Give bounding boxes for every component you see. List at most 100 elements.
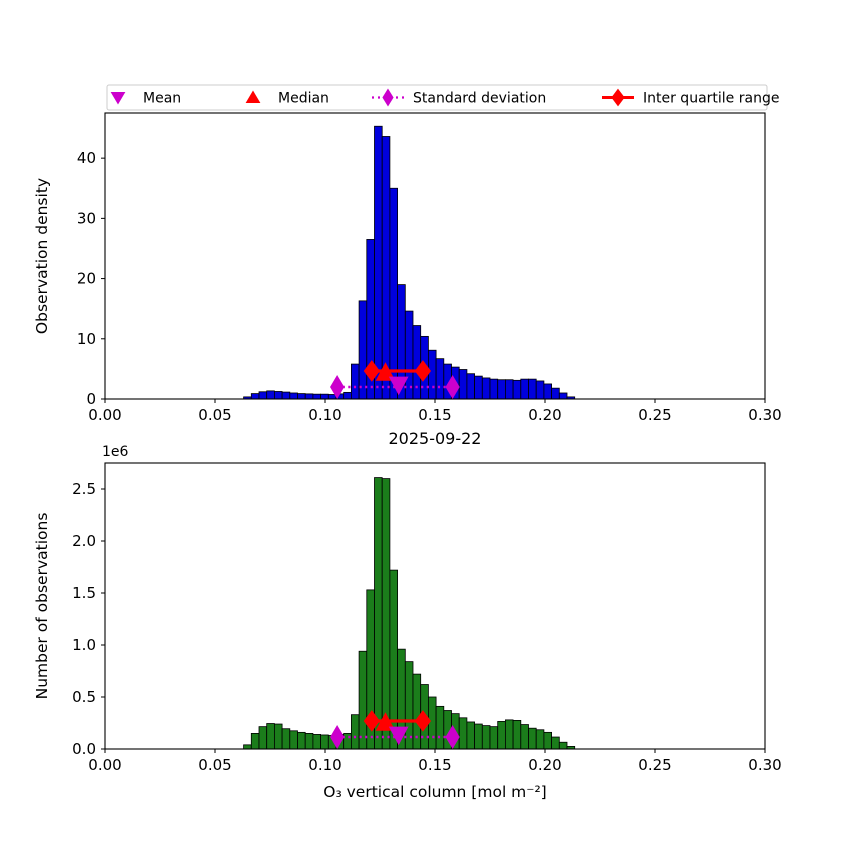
std-dev-marker [445,725,460,749]
legend-item[interactable]: Mean [110,91,182,107]
histogram-bar [497,721,506,750]
histogram-bar [551,387,560,400]
triangle-down-icon [110,92,126,105]
x-tick-label: 0.20 [528,756,561,774]
mean-marker [388,376,409,396]
histogram-bar [320,734,329,750]
histogram-bar [273,391,283,400]
y-tick-label: 30 [77,209,96,227]
histogram-bar [289,730,298,750]
diamond-icon [382,88,394,107]
y-tick-label: 2.0 [72,532,96,550]
histogram-bar [520,378,529,400]
histogram-bar [466,373,475,400]
y-tick-label: 2.5 [72,480,96,498]
histogram-bar [381,478,391,750]
legend-item-label: Inter quartile range [643,91,779,107]
histogram-bar [266,390,275,400]
histogram-bar [543,383,553,400]
histogram-bar [481,377,491,400]
x-tick-label: 0.25 [638,406,671,424]
x-tick-label: 0.00 [88,756,121,774]
y-axis-offset-label: 1e6 [102,444,129,460]
histogram-bar [435,358,445,400]
legend-box [106,84,768,111]
histogram-bar [312,393,321,400]
histogram-bar [466,721,475,750]
histogram-bar [389,187,398,400]
histogram-bar [458,717,468,750]
statistics-markers [330,360,460,399]
bars-group [243,125,576,400]
histogram-bar [558,741,568,750]
histogram-bar [258,726,268,750]
std-dev-marker [330,375,345,399]
x-tick-label: 0.15 [418,406,451,424]
histogram-bar [497,379,506,400]
histogram-bar [381,136,391,400]
histogram-bar [435,705,445,750]
legend-item-label: Median [278,91,329,107]
histogram-bar [297,393,306,400]
y-axis-label: Observation density [33,178,51,334]
x-tick-label: 0.30 [748,406,781,424]
histogram-bar [327,394,337,400]
histogram-bar [273,723,283,750]
diamond-icon [611,88,625,107]
histogram-bar [243,744,252,750]
bars-group [243,477,576,750]
histogram-bar [343,733,352,750]
x-tick-label: 0.20 [528,406,561,424]
legend-item[interactable]: Median [245,91,329,107]
x-tick-label: 0.05 [198,756,231,774]
histogram-bar [289,392,298,400]
x-axis-label: O₃ vertical column [mol m⁻²] [323,783,546,801]
histogram-bar [350,363,360,400]
legend-item[interactable]: Inter quartile range [602,88,779,107]
histogram-bar [474,375,483,400]
histogram-bar [504,719,514,750]
histogram-bar [535,380,545,400]
histogram-bar [512,720,522,750]
mean-marker [388,726,409,746]
iqr-marker [363,360,380,382]
panel-observation-density-histogram: 0.00 0.05 0.10 0.15 0.20 0.25 0.30 0 10 20 30 40 Obs… [33,112,782,448]
y-axis-label: Number of observations [33,513,51,700]
legend-item[interactable]: Standard deviation [372,88,546,107]
histogram-bar [350,714,360,750]
histogram-bar [281,728,291,750]
y-tick-label: 20 [77,270,96,288]
legend: Mean Median Standard deviation Inter quarti… [106,84,779,111]
histogram-bar [520,724,529,750]
histogram-bar [551,736,560,750]
histogram-bar [266,723,275,750]
histogram-bar [558,392,568,400]
y-tick-label: 40 [77,149,96,167]
histogram-bar [458,369,468,400]
iqr-marker [414,710,432,732]
statistics-markers [330,710,460,749]
histogram-bar [343,391,352,400]
panel-title: 2025-09-22 [389,429,482,448]
x-tick-label: 0.10 [308,406,341,424]
legend-item-label: Standard deviation [413,91,546,107]
std-dev-marker [330,725,345,749]
legend-item-label: Mean [143,91,181,107]
histogram-bar [474,723,483,750]
histogram-bar [250,393,260,400]
histogram-bar [427,349,437,400]
median-marker [375,362,396,381]
histogram-bar [304,393,314,400]
x-tick-label: 0.25 [638,756,671,774]
histogram-bar [481,725,491,750]
histogram-bar [535,729,545,750]
y-tick-label: 10 [77,330,96,348]
panel-number-of-observations-histogram: 0.00 0.05 0.10 0.15 0.20 0.25 0.30 0.0 0.5 1.0 1.5… [33,444,782,801]
histogram-bar [489,726,499,750]
histogram-bar [427,696,437,750]
iqr-marker [414,360,432,382]
iqr-marker [363,710,380,732]
median-marker [375,712,396,731]
